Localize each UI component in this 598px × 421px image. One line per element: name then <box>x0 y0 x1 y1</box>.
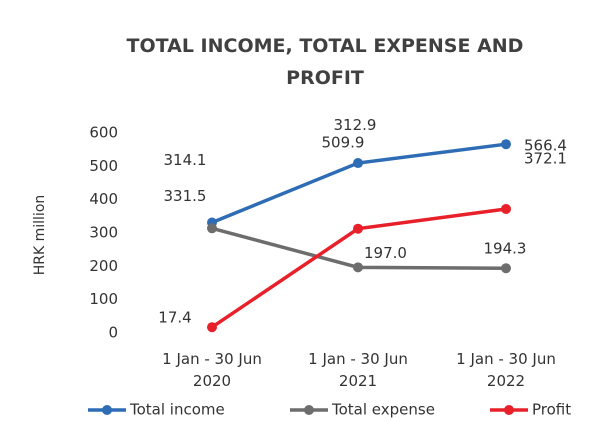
x-tick-label: 1 Jan - 30 Jun 2020 <box>162 350 262 390</box>
legend-label: Total income <box>129 401 225 419</box>
marker <box>353 223 363 234</box>
y-tick-label: 300 <box>89 224 118 242</box>
y-tick-label: 500 <box>89 157 118 175</box>
legend-label: Total expense <box>331 401 435 419</box>
data-label: 509.9 <box>322 134 365 152</box>
legend-marker <box>102 405 112 415</box>
marker <box>353 262 363 273</box>
data-label: 566.4 <box>524 137 567 155</box>
data-label: 314.1 <box>164 151 207 169</box>
y-tick-label: 100 <box>89 290 118 308</box>
marker <box>501 203 511 214</box>
y-tick-label: 200 <box>89 257 118 275</box>
line <box>211 226 507 270</box>
data-label: 372.1 <box>524 149 567 167</box>
y-tick-label: 0 <box>108 324 118 342</box>
marker <box>353 158 363 169</box>
data-label: 17.4 <box>158 309 191 327</box>
marker <box>207 322 217 333</box>
line <box>211 142 507 225</box>
marker <box>501 139 511 150</box>
y-tick-label: 400 <box>89 190 118 208</box>
marker <box>207 223 217 234</box>
legend-label: Profit <box>532 401 571 419</box>
data-label: 197.0 <box>364 244 407 262</box>
x-tick-label: 1 Jan - 30 Jun 2022 <box>456 350 556 390</box>
x-tick-label: 1 Jan - 30 Jun 2021 <box>308 350 408 390</box>
data-label: 312.9 <box>334 116 377 134</box>
legend-marker <box>504 405 514 415</box>
marker <box>501 263 511 274</box>
data-label: 194.3 <box>484 240 527 258</box>
y-tick-label: 600 <box>89 124 118 142</box>
chart-title: TOTAL INCOME, TOTAL EXPENSE AND PROFIT <box>126 35 524 89</box>
data-label: 331.5 <box>164 187 207 205</box>
y-axis-label: HRK million <box>32 195 48 276</box>
legend-marker <box>304 405 314 415</box>
